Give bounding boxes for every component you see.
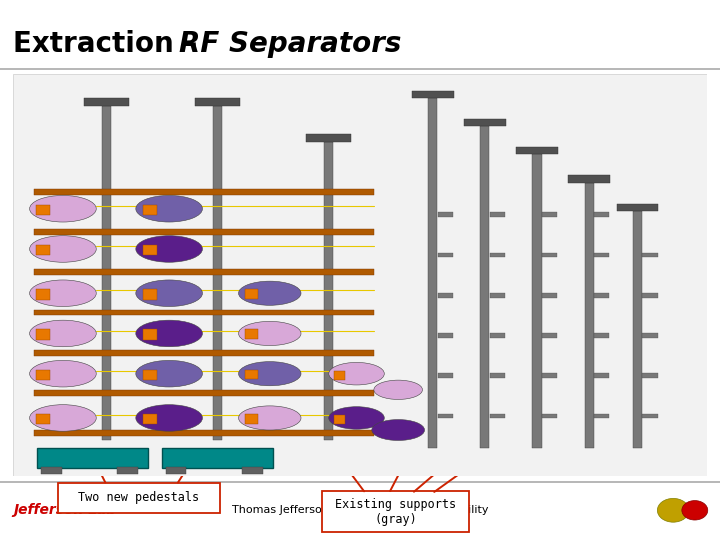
Bar	[633, 211, 642, 448]
Bar	[34, 230, 374, 235]
Bar	[324, 143, 333, 440]
Bar	[594, 212, 609, 217]
Circle shape	[682, 501, 708, 520]
Ellipse shape	[238, 406, 301, 430]
Ellipse shape	[136, 404, 202, 431]
Bar	[36, 370, 50, 380]
Bar	[642, 414, 658, 418]
Bar	[438, 212, 453, 217]
Text: Extraction –: Extraction –	[13, 30, 207, 58]
Bar	[490, 414, 505, 418]
Ellipse shape	[374, 380, 423, 400]
Bar	[490, 373, 505, 378]
Bar	[34, 269, 374, 275]
Bar	[594, 333, 609, 338]
Bar	[594, 414, 609, 418]
Bar	[143, 245, 158, 255]
Bar	[438, 414, 453, 418]
Bar	[438, 253, 453, 258]
Ellipse shape	[372, 420, 425, 441]
Bar	[642, 373, 658, 378]
Bar	[36, 245, 50, 255]
Bar	[438, 333, 453, 338]
Bar	[464, 119, 505, 126]
Bar	[490, 212, 505, 217]
Bar	[480, 126, 490, 448]
Ellipse shape	[30, 195, 96, 222]
Bar	[617, 204, 659, 211]
Ellipse shape	[329, 362, 384, 385]
Bar	[34, 350, 374, 356]
Bar	[34, 430, 374, 436]
Bar	[36, 289, 50, 300]
FancyBboxPatch shape	[58, 483, 220, 513]
Bar	[143, 205, 158, 215]
Bar	[533, 154, 541, 448]
Ellipse shape	[238, 321, 301, 346]
Ellipse shape	[136, 360, 202, 387]
Bar	[166, 467, 186, 474]
Bar	[542, 212, 557, 217]
Bar	[34, 189, 374, 195]
Bar	[41, 467, 61, 474]
Text: Jefferson Lab: Jefferson Lab	[13, 503, 117, 517]
Text: RF Separators: RF Separators	[179, 30, 401, 58]
Bar	[594, 253, 609, 258]
Bar	[412, 91, 454, 98]
Bar	[36, 414, 50, 424]
Bar	[594, 293, 609, 298]
Bar	[542, 373, 557, 378]
Ellipse shape	[238, 362, 301, 386]
Bar	[102, 106, 111, 440]
Bar	[333, 415, 345, 424]
Bar	[36, 205, 50, 215]
Ellipse shape	[30, 404, 96, 431]
Bar	[143, 329, 158, 340]
Text: Thomas Jefferson National Accelerator Facility: Thomas Jefferson National Accelerator Fa…	[232, 505, 488, 515]
Bar	[428, 98, 437, 448]
Ellipse shape	[30, 280, 96, 307]
Text: Existing supports
(gray): Existing supports (gray)	[335, 498, 456, 525]
Bar	[36, 329, 50, 340]
Ellipse shape	[329, 407, 384, 429]
Ellipse shape	[30, 235, 96, 262]
Bar	[542, 253, 557, 258]
Bar	[490, 293, 505, 298]
Bar	[37, 448, 148, 468]
Bar	[195, 98, 240, 106]
Bar	[143, 289, 158, 300]
Bar	[246, 414, 258, 423]
Bar	[84, 98, 129, 106]
Bar	[162, 448, 274, 468]
Bar	[34, 390, 374, 396]
Bar	[34, 310, 374, 315]
Bar	[117, 467, 138, 474]
Bar	[568, 176, 610, 183]
Ellipse shape	[136, 235, 202, 262]
Bar	[333, 371, 345, 380]
Bar	[143, 414, 158, 424]
Bar	[246, 370, 258, 379]
Bar	[542, 333, 557, 338]
Ellipse shape	[136, 195, 202, 222]
Bar	[246, 329, 258, 339]
Circle shape	[657, 498, 689, 522]
Bar	[585, 183, 593, 448]
Ellipse shape	[238, 281, 301, 305]
Bar	[642, 293, 658, 298]
Bar	[213, 106, 222, 440]
Bar	[306, 134, 351, 143]
Ellipse shape	[30, 360, 96, 387]
Text: Two new pedestals: Two new pedestals	[78, 491, 199, 504]
Bar	[594, 373, 609, 378]
Bar	[642, 253, 658, 258]
Bar	[246, 289, 258, 299]
FancyBboxPatch shape	[322, 491, 469, 532]
Bar	[516, 147, 558, 154]
Bar	[542, 293, 557, 298]
Bar	[242, 467, 263, 474]
Bar	[438, 293, 453, 298]
FancyBboxPatch shape	[13, 74, 707, 476]
Bar	[490, 253, 505, 258]
